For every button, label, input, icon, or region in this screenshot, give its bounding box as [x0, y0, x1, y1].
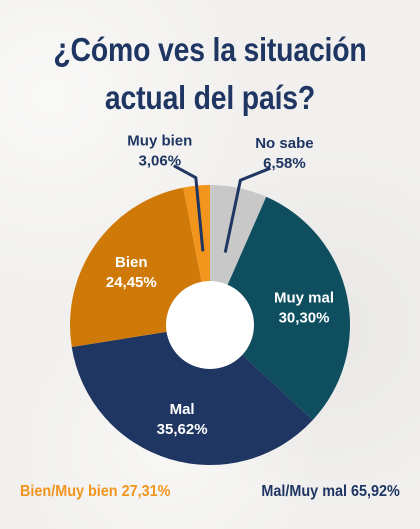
- donut-hole: [166, 281, 254, 369]
- chart-title: ¿Cómo ves la situación actual del país?: [38, 26, 382, 122]
- chart-title-line-2: actual del país?: [104, 79, 316, 116]
- total-positive-label: Bien/Muy bien 27,31%: [20, 483, 171, 500]
- slice-value-no-sabe: 6,58%: [263, 155, 306, 172]
- leader-line-muy-bien: [173, 164, 205, 252]
- slice-value-mal: 35,62%: [157, 421, 208, 438]
- donut-labels: No sabe 6,58% Muy mal 30,30% Mal 35,62% Bien 24…: [106, 133, 334, 438]
- slice-muy-mal: [210, 196, 351, 421]
- chart-title-line-1: ¿Cómo ves la situación: [53, 31, 367, 68]
- slice-name-no-sabe: No sabe: [255, 135, 313, 152]
- leader-line-no-sabe: [223, 166, 271, 253]
- slice-mal: [71, 325, 313, 466]
- slice-value-muy-bien: 3,06%: [139, 153, 182, 170]
- slice-value-bien: 24,45%: [106, 274, 157, 291]
- slice-name-mal: Mal: [170, 401, 195, 418]
- slice-name-muy-bien: Muy bien: [127, 133, 192, 150]
- slice-name-bien: Bien: [115, 254, 148, 271]
- total-negative-label: Mal/Muy mal 65,92%: [261, 483, 400, 500]
- slice-name-muy-mal: Muy mal: [274, 289, 334, 306]
- slice-value-muy-mal: 30,30%: [279, 309, 330, 326]
